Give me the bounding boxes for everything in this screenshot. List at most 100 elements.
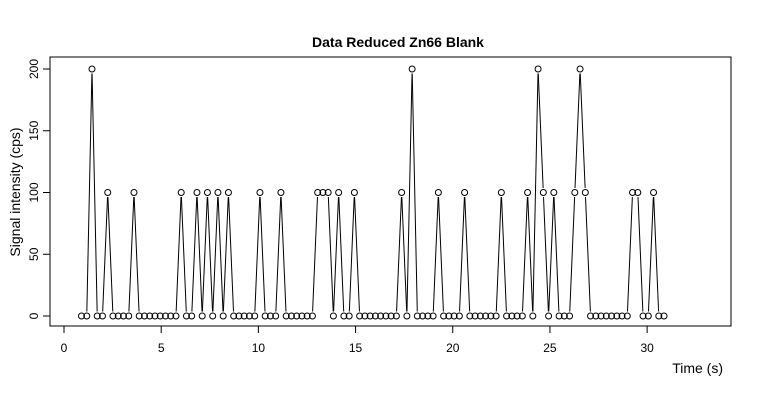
data-point bbox=[366, 312, 374, 320]
data-point bbox=[135, 312, 143, 320]
x-tick-label: 5 bbox=[158, 341, 165, 355]
data-point bbox=[429, 312, 437, 320]
series-segment bbox=[438, 196, 444, 312]
data-point bbox=[329, 312, 337, 320]
data-point bbox=[308, 312, 316, 320]
chart-title: Data Reduced Zn66 Blank bbox=[312, 34, 484, 50]
y-tick-label: 0 bbox=[27, 312, 41, 319]
data-point bbox=[98, 312, 106, 320]
series-segment bbox=[411, 73, 418, 312]
data-point bbox=[608, 312, 616, 320]
data-point bbox=[387, 312, 395, 320]
data-point bbox=[634, 189, 642, 196]
data-point bbox=[503, 312, 511, 320]
series-segment bbox=[212, 196, 219, 312]
data-point bbox=[272, 312, 280, 320]
data-point bbox=[587, 312, 595, 320]
series-segment bbox=[348, 196, 355, 312]
series-segment bbox=[522, 196, 528, 312]
series-segment bbox=[312, 196, 318, 312]
series-segment bbox=[354, 196, 360, 312]
series-segment bbox=[532, 73, 539, 312]
series-segment bbox=[637, 196, 644, 312]
y-tick-label: 100 bbox=[27, 182, 41, 202]
series-segment bbox=[196, 196, 203, 312]
data-point bbox=[440, 312, 448, 320]
series-segment bbox=[553, 196, 560, 312]
data-point bbox=[482, 312, 490, 320]
data-point bbox=[455, 312, 463, 320]
data-point bbox=[261, 312, 269, 320]
series-segment bbox=[128, 196, 135, 312]
data-point bbox=[287, 312, 295, 320]
data-point bbox=[445, 312, 453, 320]
series-segment bbox=[459, 196, 465, 312]
data-point bbox=[639, 312, 647, 320]
series-segment bbox=[543, 196, 549, 312]
series-segment bbox=[180, 196, 187, 312]
x-tick-label: 0 bbox=[61, 341, 68, 355]
y-axis: 0 50 100 150 200 bbox=[27, 59, 51, 319]
data-point bbox=[130, 189, 138, 196]
data-point bbox=[487, 312, 495, 320]
series-segment bbox=[107, 196, 114, 312]
series-segment bbox=[191, 196, 198, 312]
data-point bbox=[629, 189, 637, 196]
data-point bbox=[172, 312, 180, 320]
series-segment bbox=[175, 196, 182, 312]
x-axis-label: Time (s) bbox=[672, 360, 723, 376]
series-segment bbox=[464, 196, 471, 312]
data-point bbox=[539, 189, 547, 196]
series-line bbox=[86, 73, 660, 312]
series-segment bbox=[259, 196, 266, 312]
data-point bbox=[324, 189, 332, 196]
data-point bbox=[524, 189, 532, 196]
data-point bbox=[193, 189, 201, 196]
series-segment bbox=[537, 73, 544, 189]
y-tick-label: 50 bbox=[27, 247, 41, 261]
data-point bbox=[230, 312, 238, 320]
series-segment bbox=[91, 73, 98, 312]
data-point bbox=[518, 312, 526, 320]
data-point bbox=[592, 312, 600, 320]
data-point bbox=[550, 189, 558, 196]
x-tick-label: 20 bbox=[446, 341, 460, 355]
data-point bbox=[109, 312, 117, 320]
series-segment bbox=[579, 73, 586, 189]
data-point bbox=[319, 189, 327, 196]
data-point bbox=[655, 312, 663, 320]
data-point bbox=[497, 189, 505, 196]
x-tick-label: 30 bbox=[640, 341, 654, 355]
data-point bbox=[235, 312, 243, 320]
data-point bbox=[209, 312, 217, 320]
data-point bbox=[340, 312, 348, 320]
data-point bbox=[151, 312, 159, 320]
data-point bbox=[156, 312, 164, 320]
data-point bbox=[104, 189, 112, 196]
data-point bbox=[545, 312, 553, 320]
data-point bbox=[214, 189, 222, 196]
data-point bbox=[350, 189, 358, 196]
data-point bbox=[602, 312, 610, 320]
data-point bbox=[146, 312, 154, 320]
data-point bbox=[576, 65, 584, 73]
series-segment bbox=[86, 73, 93, 312]
data-point bbox=[119, 312, 127, 320]
series-segment bbox=[102, 196, 109, 312]
x-tick-label: 25 bbox=[543, 341, 557, 355]
data-point bbox=[650, 189, 658, 196]
series-segment bbox=[574, 73, 581, 189]
series-segment bbox=[548, 196, 555, 312]
data-point bbox=[224, 189, 232, 196]
series-segment bbox=[280, 196, 287, 312]
data-point bbox=[461, 189, 469, 196]
series-segment bbox=[501, 196, 507, 312]
data-point bbox=[251, 312, 259, 320]
data-point bbox=[303, 312, 311, 320]
data-point bbox=[581, 189, 589, 196]
data-point bbox=[298, 312, 306, 320]
data-point bbox=[240, 312, 248, 320]
data-point bbox=[83, 312, 91, 320]
series-segment bbox=[333, 196, 339, 312]
y-axis-label: Signal intensity (cps) bbox=[7, 127, 23, 256]
